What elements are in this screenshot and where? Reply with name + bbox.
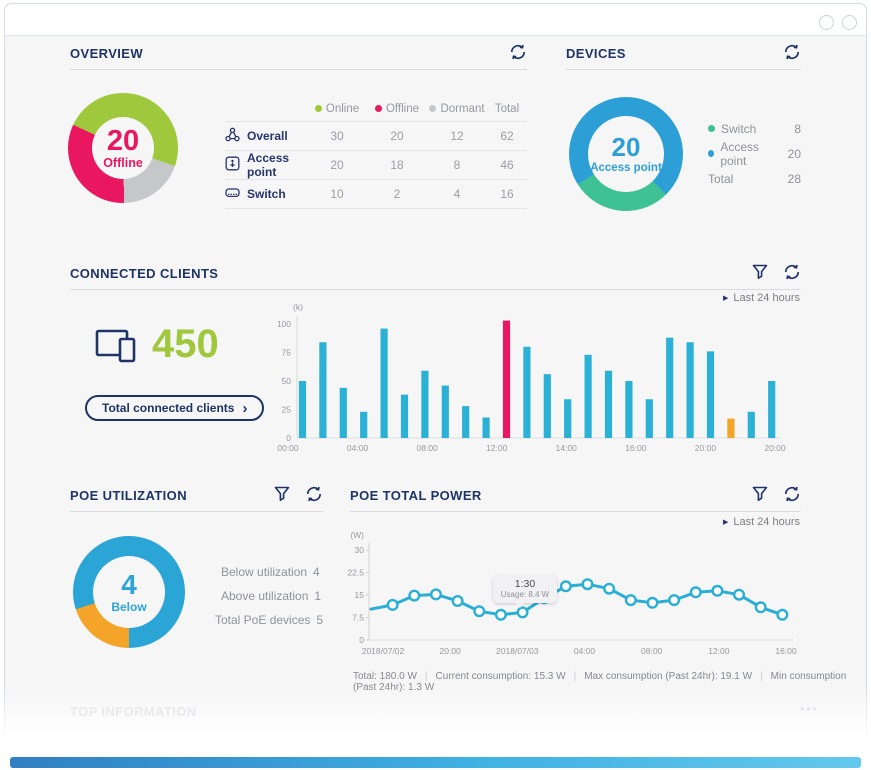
filter-icon[interactable] xyxy=(273,485,291,503)
switch-icon xyxy=(225,185,240,203)
overall-icon xyxy=(225,127,240,145)
connected-clients-title: CONNECTED CLIENTS xyxy=(70,266,219,281)
svg-text:75: 75 xyxy=(282,348,292,358)
client-devices-icon xyxy=(95,329,143,370)
svg-text:25: 25 xyxy=(282,405,292,415)
svg-text:12:00: 12:00 xyxy=(708,646,730,656)
poe-period-selector[interactable]: ▶ Last 24 hours xyxy=(722,516,800,528)
svg-text:08:00: 08:00 xyxy=(417,443,439,453)
svg-text:2018/07/03: 2018/07/03 xyxy=(496,646,539,656)
access-point-dot xyxy=(708,150,715,157)
poe-utilization-header: POE UTILIZATION xyxy=(70,484,323,512)
svg-text:(W): (W) xyxy=(350,530,364,540)
window-control-circle-1[interactable] xyxy=(819,15,834,30)
svg-text:14:00: 14:00 xyxy=(556,443,578,453)
devices-donut-label: Access point xyxy=(590,161,662,174)
table-row-switch: Switch 10 2 4 16 xyxy=(225,180,527,209)
chart-tooltip: 1:30 Usage: 8.4 W xyxy=(493,575,557,608)
svg-text:7.5: 7.5 xyxy=(352,613,364,623)
svg-text:04:00: 04:00 xyxy=(574,646,596,656)
cc-period-selector[interactable]: ▶ Last 24 hours xyxy=(722,292,800,304)
svg-text:20:00: 20:00 xyxy=(764,443,786,453)
refresh-icon[interactable] xyxy=(783,485,801,503)
poe-donut-label: Below xyxy=(111,599,147,614)
table-row-access-point: Access point 20 18 8 46 xyxy=(225,151,527,180)
overview-status-table: Online Offline Dormant Total Overall 30 … xyxy=(225,96,527,209)
svg-text:0: 0 xyxy=(286,433,291,443)
svg-text:15: 15 xyxy=(355,590,365,600)
dormant-dot xyxy=(429,105,437,112)
svg-text:0: 0 xyxy=(359,635,364,645)
svg-text:04:00: 04:00 xyxy=(347,443,369,453)
svg-text:20:00: 20:00 xyxy=(695,443,717,453)
svg-text:50: 50 xyxy=(282,376,292,386)
devices-title: DEVICES xyxy=(566,46,626,61)
connected-clients-total: 450 xyxy=(152,322,219,366)
refresh-icon[interactable] xyxy=(509,43,527,61)
legend-item-total: Total 28 xyxy=(708,171,801,186)
more-menu-icon[interactable]: ••• xyxy=(800,702,819,716)
chevron-right-icon: › xyxy=(242,399,248,417)
connected-clients-header: CONNECTED CLIENTS xyxy=(70,262,801,290)
window-titlebar xyxy=(5,4,866,36)
total-connected-clients-button[interactable]: Total connected clients › xyxy=(85,395,265,421)
filter-icon[interactable] xyxy=(751,263,769,281)
overview-donut-value: 20 xyxy=(106,124,140,157)
access-point-icon xyxy=(225,156,240,174)
switch-dot xyxy=(708,125,715,132)
overview-title: OVERVIEW xyxy=(70,46,144,61)
poe-total-power-line-chart: 0 7.5 15 22.5 30 (W) 2018/07/02 20:00 2018/07/03… xyxy=(347,530,797,656)
legend-item-switch: Switch 8 xyxy=(708,116,801,141)
svg-text:30: 30 xyxy=(355,545,365,555)
overview-donut-chart: 20 Offline xyxy=(68,93,178,203)
svg-text:20:00: 20:00 xyxy=(440,646,462,656)
legend-item-below-utilization: Below utilization 4 xyxy=(221,565,320,579)
devices-legend: Switch 8 Access point 20 Total 28 xyxy=(708,116,801,191)
refresh-icon[interactable] xyxy=(783,43,801,61)
refresh-icon[interactable] xyxy=(783,263,801,281)
svg-text:22.5: 22.5 xyxy=(347,568,364,578)
connected-clients-bar-chart: 0 25 50 75 100(k) 00:00 04:00 08:00 12:00 14:00 16… xyxy=(277,302,786,453)
svg-text:08:00: 08:00 xyxy=(641,646,663,656)
bottom-accent-bar xyxy=(10,757,861,768)
poe-utilization-title: POE UTILIZATION xyxy=(70,488,187,503)
legend-item-total-poe: Total PoE devices 5 xyxy=(215,613,324,627)
svg-text:2018/07/02: 2018/07/02 xyxy=(362,646,405,656)
filter-icon[interactable] xyxy=(751,485,769,503)
overview-header: OVERVIEW xyxy=(70,42,527,70)
table-row-overall: Overall 30 20 12 62 xyxy=(225,122,527,151)
online-dot xyxy=(314,105,322,112)
triangle-icon: ▶ xyxy=(722,519,729,526)
poe-power-stats: Total: 180.0 W | Current consumption: 15.3… xyxy=(353,671,847,693)
poe-utilization-legend: Below utilization 4 Above utilization 1 … xyxy=(215,560,324,632)
overview-table-header: Online Offline Dormant Total xyxy=(225,96,527,122)
svg-text:16:00: 16:00 xyxy=(625,443,647,453)
devices-donut-chart: 20 Access point xyxy=(569,97,683,211)
poe-total-power-title: POE TOTAL POWER xyxy=(350,488,482,503)
svg-text:00:00: 00:00 xyxy=(277,443,299,453)
refresh-icon[interactable] xyxy=(305,485,323,503)
svg-text:12:00: 12:00 xyxy=(486,443,508,453)
legend-item-access-point: Access point 20 xyxy=(708,140,801,168)
legend-item-above-utilization: Above utilization 1 xyxy=(221,589,322,603)
svg-text:100: 100 xyxy=(277,319,291,329)
offline-dot xyxy=(374,105,382,112)
svg-text:16:00: 16:00 xyxy=(775,646,797,656)
poe-donut-value: 4 xyxy=(121,569,137,601)
triangle-icon: ▶ xyxy=(722,295,729,302)
overview-donut-label: Offline xyxy=(103,156,143,171)
devices-header: DEVICES xyxy=(566,42,801,70)
top-information-title: TOP INFORMATION xyxy=(70,704,197,719)
poe-utilization-donut-chart: 4 Below xyxy=(73,536,185,648)
devices-donut-value: 20 xyxy=(611,132,641,163)
svg-text:(k): (k) xyxy=(293,302,303,312)
window-control-circle-2[interactable] xyxy=(842,15,857,30)
poe-total-power-header: POE TOTAL POWER xyxy=(350,484,801,512)
